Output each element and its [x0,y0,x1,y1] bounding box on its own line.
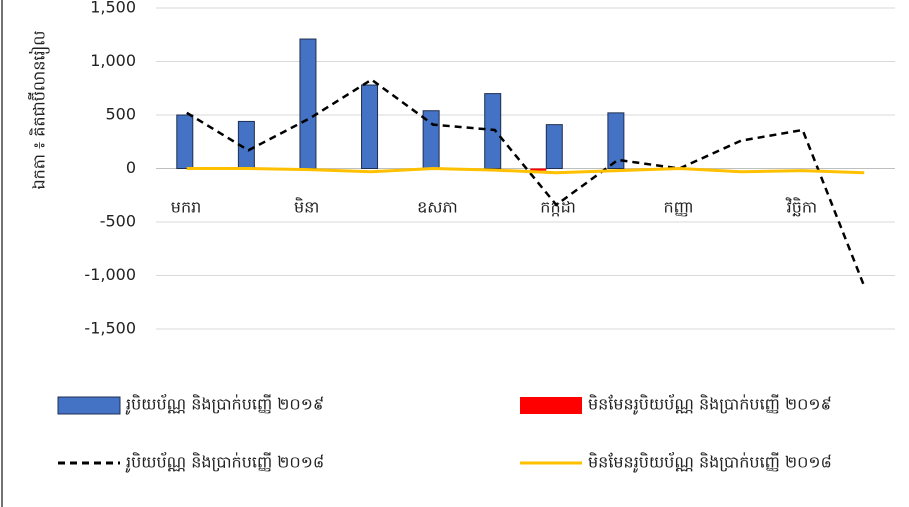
legend-label: មិនមែនរូបិយប័ណ្ណ និងប្រាក់បញ្ញើ ២០១៩ [588,394,832,416]
bar [607,112,625,169]
y-axis-title: ឯកតា ៖ គិតជាប៊ីលានរៀល [28,30,51,189]
legend-label: រូបិយប័ណ្ណ និងប្រាក់បញ្ញើ ២០១៩ [125,394,324,416]
legend-label: រូបិយប័ណ្ណ និងប្រាក់បញ្ញើ ២០១៨ [125,452,324,474]
line-series [186,78,866,287]
bar [361,84,379,169]
x-tick-label: មិនា [294,197,319,217]
legend-label: មិនមែនរូបិយប័ណ្ណ និងប្រាក់បញ្ញើ ២០១៨ [588,452,832,474]
x-tick-label: វិច្ឆិកា [785,197,817,217]
x-tick-label: មករា [171,198,201,217]
y-tick-label: -1,500 [84,319,136,338]
bar [530,168,547,171]
x-tick-label: កក្កដា [540,198,576,217]
y-tick-label: -1,000 [84,265,136,284]
bar [176,114,194,169]
y-tick-label: 1,500 [90,0,136,17]
legend-swatch [57,396,121,415]
y-tick-label: -500 [100,212,136,231]
x-tick-label: កញ្ញា [663,198,693,217]
bar [545,124,563,169]
y-tick-label: 0 [126,158,136,177]
line-series [186,166,865,175]
x-tick-label: ឧសភា [417,198,458,217]
legend-swatch [520,397,582,414]
y-tick-label: 1,000 [90,51,136,70]
y-tick-label: 500 [105,105,136,124]
bar [299,38,317,169]
